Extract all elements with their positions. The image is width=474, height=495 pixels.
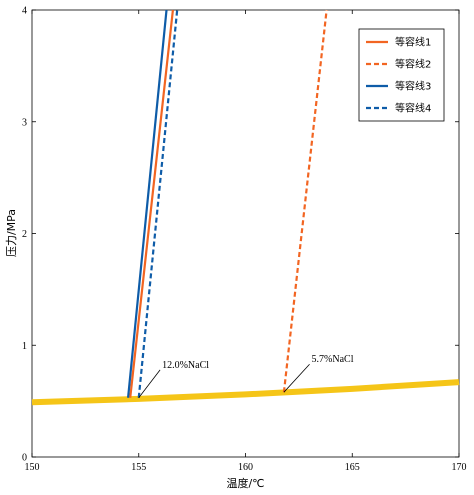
- annotation-leader-0: [138, 369, 161, 399]
- saturation-curve: [31, 379, 460, 406]
- legend-label-1: 等容线1: [395, 36, 431, 49]
- series-line-3: [126, 9, 168, 398]
- legend-box: [358, 28, 445, 122]
- legend-label-4: 等容线4: [395, 102, 431, 115]
- x-tick-label-3: 165: [345, 462, 360, 473]
- series-line-4: [137, 9, 179, 398]
- y-tick-label-1: 1: [22, 341, 27, 352]
- annotation-label-0: 12.0%NaCl: [162, 360, 209, 371]
- annotations: 12.0%NaCl 5.7%NaCl: [138, 354, 354, 399]
- y-tick-label-0: 0: [22, 453, 27, 464]
- x-tick-label-4: 170: [452, 462, 467, 473]
- legend: 等容线1 等容线2 等容线3 等容线4: [358, 28, 445, 122]
- x-tick-label-1: 155: [131, 462, 146, 473]
- series-lines: [31, 9, 460, 406]
- x-axis-title: 温度/℃: [226, 476, 264, 490]
- x-tick-label-2: 160: [238, 462, 253, 473]
- annotation-leader-1: [283, 363, 310, 393]
- y-tick-label-4: 4: [22, 6, 27, 17]
- annotation-label-1: 5.7%NaCl: [312, 354, 354, 365]
- y-tick-label-3: 3: [22, 117, 27, 128]
- legend-label-3: 等容线3: [395, 80, 431, 93]
- legend-label-2: 等容线2: [395, 58, 431, 71]
- y-tick-label-2: 2: [22, 229, 27, 240]
- x-tick-label-0: 150: [25, 462, 40, 473]
- y-axis-title: 压力/MPa: [5, 209, 18, 257]
- axis-ticks: 150 155 160 165 170 0 1 2 3 4: [22, 6, 467, 474]
- series-line-1: [129, 9, 175, 398]
- series-line-2: [282, 9, 328, 393]
